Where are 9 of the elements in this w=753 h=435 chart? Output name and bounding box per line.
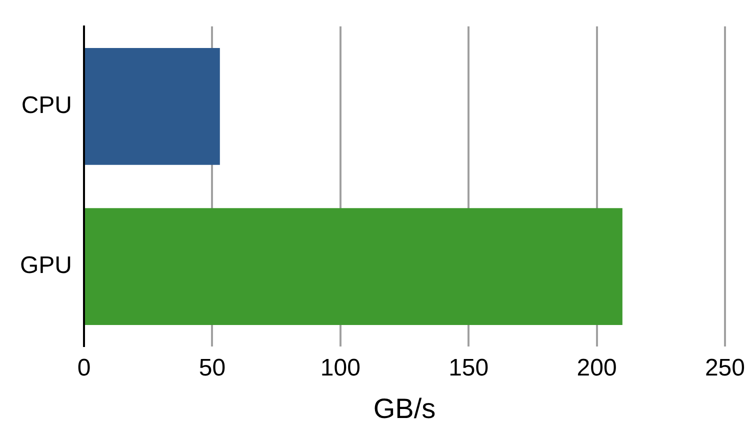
x-tick-label: 50 — [198, 354, 226, 382]
x-tick-label: 100 — [320, 354, 360, 382]
x-tick-label: 200 — [576, 354, 617, 382]
y-tick-label: GPU — [20, 252, 72, 280]
y-tick-label: CPU — [21, 92, 72, 120]
x-tick-label: 250 — [704, 354, 745, 382]
x-tick-label: 150 — [448, 354, 489, 382]
x-axis-title: GB/s — [373, 392, 436, 424]
x-tick-label: 0 — [77, 354, 91, 382]
